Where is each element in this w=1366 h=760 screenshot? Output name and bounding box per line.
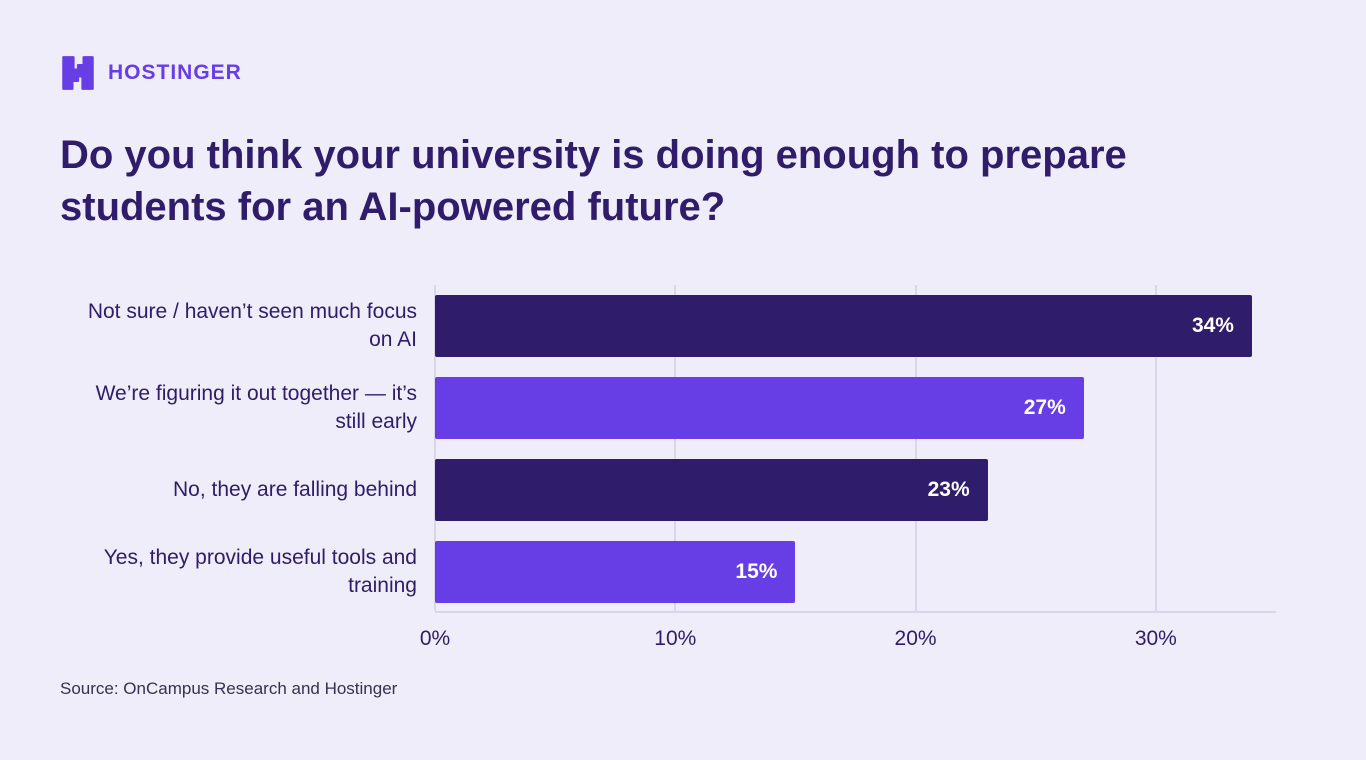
- bar: 27%: [435, 377, 1084, 439]
- bar-zone: 27%: [435, 377, 1276, 439]
- bar-value-label: 34%: [1191, 314, 1234, 337]
- bar: 15%: [435, 541, 796, 603]
- gridline: [434, 285, 436, 611]
- x-tick-label: 30%: [1134, 627, 1177, 650]
- bar-zone: 23%: [435, 459, 1276, 521]
- bar-chart: Not sure / haven’t seen much focus on AI…: [60, 285, 1276, 661]
- hostinger-logo-text: HOSTINGER: [108, 61, 242, 84]
- x-tick-label: 0%: [419, 627, 451, 650]
- bar-value-label: 15%: [735, 560, 778, 583]
- category-label: Not sure / haven’t seen much focus on AI: [87, 299, 417, 351]
- bar: 34%: [435, 295, 1252, 357]
- category-label: Yes, they provide useful tools and train…: [103, 545, 417, 597]
- chart-row: Yes, they provide useful tools and train…: [60, 531, 1276, 613]
- gridline: [674, 285, 677, 611]
- x-tick-label: 10%: [654, 627, 697, 650]
- bar: 23%: [435, 459, 988, 521]
- source-note: Source: OnCampus Research and Hostinger: [60, 679, 398, 698]
- chart-row: No, they are falling behind 23%: [60, 449, 1276, 531]
- bar-zone: 34%: [435, 295, 1276, 357]
- x-tick-label: 20%: [894, 627, 937, 650]
- gridline: [1154, 285, 1157, 611]
- chart-row: We’re figuring it out together — it’s st…: [60, 367, 1276, 449]
- gridline: [914, 285, 917, 611]
- plot-area: Not sure / haven’t seen much focus on AI…: [60, 285, 1276, 613]
- hostinger-logo-icon: [62, 56, 94, 90]
- chart-title: Do you think your university is doing en…: [60, 133, 1127, 229]
- gridline-layer: [434, 285, 1276, 613]
- category-label: We’re figuring it out together — it’s st…: [95, 381, 417, 433]
- bar-value-label: 23%: [927, 478, 970, 501]
- x-axis-ticks: 0% 10% 20% 30%: [420, 613, 1276, 661]
- chart-row: Not sure / haven’t seen much focus on AI…: [60, 285, 1276, 367]
- bar-value-label: 27%: [1023, 396, 1066, 419]
- brand-header: HOSTINGER: [0, 0, 1366, 91]
- bar-zone: 15%: [435, 541, 1276, 603]
- bar-rows: Not sure / haven’t seen much focus on AI…: [60, 285, 1276, 613]
- category-label: No, they are falling behind: [173, 477, 417, 501]
